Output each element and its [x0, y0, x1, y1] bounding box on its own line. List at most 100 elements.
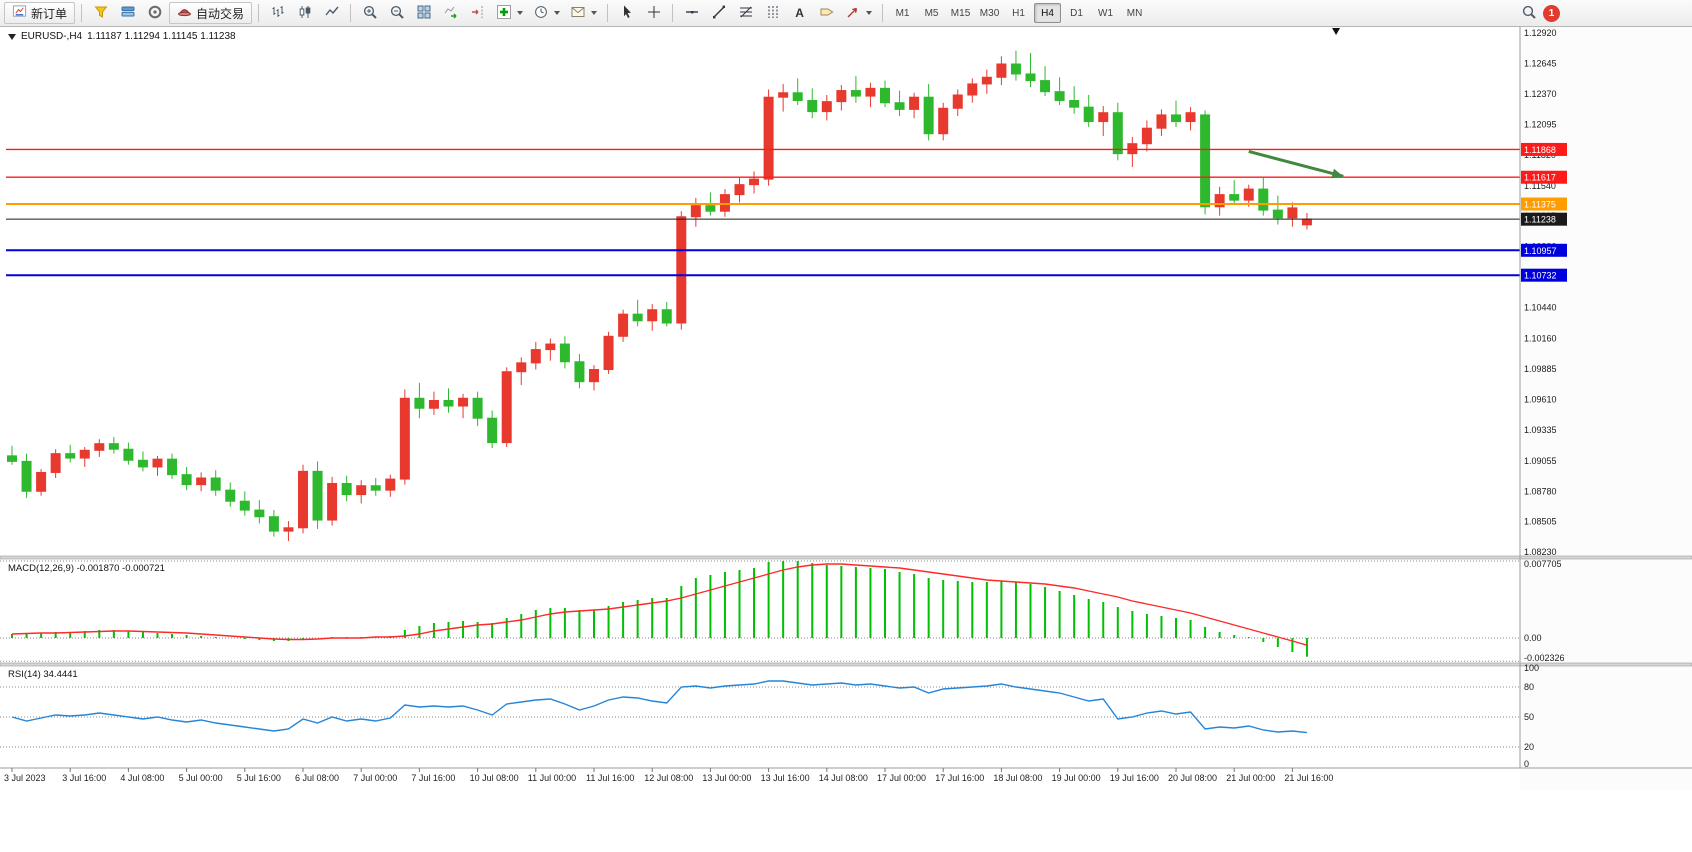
svg-text:50: 50	[1524, 712, 1534, 722]
candle-body	[36, 471, 47, 492]
trendline-icon	[711, 4, 727, 23]
chart-shift-marker[interactable]	[1332, 28, 1341, 35]
fibonacci-button[interactable]	[733, 2, 758, 24]
chart-shift-button[interactable]	[465, 2, 490, 24]
svg-text:1.09335: 1.09335	[1524, 425, 1557, 435]
candle-body	[487, 417, 498, 444]
candle-body	[1127, 143, 1138, 155]
templates-icon	[570, 4, 586, 23]
ohlc-text: 1.11187 1.11294 1.11145 1.11238	[87, 31, 236, 42]
candle-body	[909, 96, 920, 110]
candle-body	[559, 343, 570, 363]
arrows-button[interactable]	[841, 2, 876, 24]
timeframe-m5-button[interactable]: M5	[918, 3, 945, 23]
zoom-in-button[interactable]	[357, 2, 382, 24]
symbol-dropdown-icon[interactable]	[8, 33, 16, 40]
cycle-lines-button[interactable]	[760, 2, 785, 24]
price-badge	[1521, 197, 1567, 211]
candle-body	[108, 443, 119, 450]
candle-body	[1185, 112, 1196, 123]
price-chart[interactable]: 1.129201.126451.123701.120951.118201.115…	[0, 27, 1692, 852]
svg-text:1.08780: 1.08780	[1524, 486, 1557, 496]
candle-body	[938, 107, 949, 135]
horizontal-line-button[interactable]	[679, 2, 704, 24]
candle-body	[94, 443, 105, 451]
periods-button[interactable]	[529, 2, 564, 24]
timeframe-m1-button[interactable]: M1	[889, 3, 916, 23]
svg-text:1.08230: 1.08230	[1524, 547, 1557, 557]
templates-button[interactable]	[566, 2, 601, 24]
text-button[interactable]: A	[787, 2, 812, 24]
chart-shift-icon	[470, 4, 486, 23]
pane-splitter[interactable]	[0, 662, 1692, 667]
candle-body	[821, 101, 832, 113]
svg-text:11 Jul 16:00: 11 Jul 16:00	[586, 773, 634, 783]
bar-chart-button[interactable]	[265, 2, 290, 24]
svg-text:13 Jul 00:00: 13 Jul 00:00	[702, 773, 751, 783]
text-label-button[interactable]	[814, 2, 839, 24]
candle-body	[545, 343, 556, 351]
candle-body	[414, 397, 425, 409]
candlestick-chart-button[interactable]	[292, 2, 317, 24]
timeframe-h1-button[interactable]: H1	[1005, 3, 1032, 23]
auto-scroll-button[interactable]	[438, 2, 463, 24]
new-chart-button[interactable]	[88, 2, 113, 24]
crosshair-button[interactable]	[641, 2, 666, 24]
new-order-button[interactable]: 新订单	[4, 2, 76, 24]
crosshair-icon	[646, 4, 662, 23]
timeframe-m15-button[interactable]: M15	[947, 3, 974, 23]
svg-text:21 Jul 00:00: 21 Jul 00:00	[1226, 773, 1275, 783]
svg-text:0.007705: 0.007705	[1524, 559, 1562, 569]
candle-body	[1054, 91, 1065, 102]
community-button[interactable]	[142, 2, 167, 24]
search-button[interactable]	[1516, 2, 1541, 24]
toolbar: 新订单 自动交易	[0, 0, 1692, 27]
candle-body	[836, 90, 847, 103]
timeframe-d1-button[interactable]: D1	[1063, 3, 1090, 23]
indicators-button[interactable]	[492, 2, 527, 24]
notification-badge[interactable]: 1	[1543, 4, 1560, 22]
svg-text:1.10732: 1.10732	[1524, 271, 1557, 281]
horizontal-price-lines[interactable]	[6, 148, 1520, 277]
candle-body	[632, 313, 643, 322]
new-chart-icon	[93, 4, 109, 23]
candle-body	[370, 485, 381, 491]
svg-text:100: 100	[1524, 663, 1539, 673]
pane-splitter[interactable]	[0, 555, 1692, 560]
timeframe-m30-button[interactable]: M30	[976, 3, 1003, 23]
svg-text:20: 20	[1524, 742, 1534, 752]
line-chart-button[interactable]	[319, 2, 344, 24]
auto-trading-button[interactable]: 自动交易	[169, 2, 253, 24]
candle-body	[1025, 73, 1036, 82]
community-icon	[147, 4, 163, 23]
time-axis[interactable]: 3 Jul 2023 3 Jul 16:00 4 Jul 08:00 5 Jul 00…	[4, 768, 1333, 783]
candle-body	[327, 483, 338, 521]
timeframe-mn-button[interactable]: MN	[1121, 3, 1148, 23]
new-order-icon	[12, 4, 27, 22]
svg-text:4 Jul 08:00: 4 Jul 08:00	[120, 773, 164, 783]
candle-body	[1171, 114, 1181, 123]
candle-body	[137, 459, 148, 468]
notification-count: 1	[1548, 7, 1555, 19]
cursor-button[interactable]	[614, 2, 639, 24]
candle-body	[676, 216, 687, 324]
svg-text:1.10440: 1.10440	[1524, 303, 1557, 313]
profiles-icon	[120, 4, 136, 23]
svg-text:10 Jul 08:00: 10 Jul 08:00	[470, 773, 519, 783]
profiles-button[interactable]	[115, 2, 140, 24]
svg-text:14 Jul 08:00: 14 Jul 08:00	[819, 773, 868, 783]
candle-body	[690, 205, 701, 218]
svg-text:1.12370: 1.12370	[1524, 89, 1557, 99]
price-badge	[1521, 243, 1567, 257]
timeframe-h4-button[interactable]: H4	[1034, 3, 1062, 23]
candle-body	[443, 400, 454, 407]
candle-body	[661, 309, 672, 324]
svg-text:17 Jul 16:00: 17 Jul 16:00	[935, 773, 984, 783]
candle-body	[618, 313, 629, 337]
tile-windows-button[interactable]	[411, 2, 436, 24]
zoom-out-button[interactable]	[384, 2, 409, 24]
arrow-annotation[interactable]	[1248, 149, 1344, 179]
trendline-button[interactable]	[706, 2, 731, 24]
timeframe-w1-button[interactable]: W1	[1092, 3, 1119, 23]
candle-body	[647, 309, 658, 322]
